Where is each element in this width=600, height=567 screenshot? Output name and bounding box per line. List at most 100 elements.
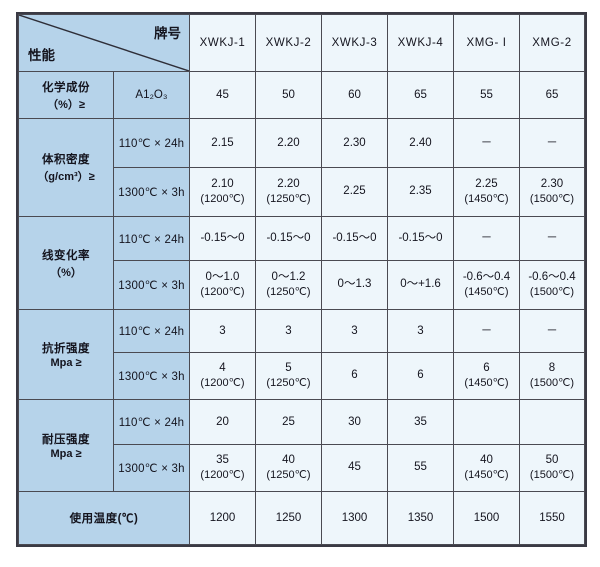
data-temp: (1250℃)	[266, 193, 311, 206]
data-cell: 1200	[189, 491, 256, 545]
group-unit-text: Mpa ≥	[50, 448, 82, 460]
data-cell: 3	[321, 309, 388, 353]
data-value: 5	[285, 361, 292, 374]
data-cell: 2.15	[189, 118, 256, 168]
data-value: 35	[216, 453, 229, 466]
data-temp: (1200℃)	[200, 193, 245, 206]
data-cell: 4 (1200℃)	[189, 352, 256, 400]
row-group-label-flexural-strength: 抗折强度 Mpa ≥	[18, 309, 114, 400]
data-value: 55	[414, 461, 427, 474]
data-cell: 45	[321, 444, 388, 492]
data-value: 40	[282, 453, 295, 466]
data-temp: (1200℃)	[200, 377, 245, 390]
column-header-5: XMG- I	[453, 14, 520, 72]
condition-cell: 110℃ × 24h	[113, 399, 190, 445]
data-cell: 2.30 (1500℃)	[519, 167, 585, 217]
table-row: 抗折强度 Mpa ≥ 110℃ × 24h 3 3 3 3 － －	[18, 309, 585, 400]
table-row: 1300℃ × 3h 4 (1200℃) 5 (1250℃) 6 6 6 (14…	[19, 352, 585, 400]
data-cell: -0.6～0.4 (1450℃)	[453, 260, 520, 310]
data-value: 2.25	[475, 177, 498, 190]
material-spec-table: 牌号 性能 XWKJ-1 XWKJ-2 XWKJ-3 XWKJ-4 XMG- I…	[16, 12, 587, 547]
column-header-1: XWKJ-1	[189, 14, 256, 72]
table-row: 耐压强度 Mpa ≥ 110℃ × 24h 20 25 30 35	[18, 399, 585, 492]
data-cell: 60	[321, 71, 388, 119]
group-unit-text: （%）	[50, 266, 82, 279]
data-temp: (1500℃)	[529, 286, 575, 299]
column-header-6: XMG-2	[519, 14, 585, 72]
data-cell: 35 (1200℃)	[189, 444, 256, 492]
data-cell: 45	[189, 71, 256, 119]
data-temp: (1250℃)	[266, 469, 311, 482]
group-unit-text: Mpa ≥	[50, 357, 82, 369]
data-value: 45	[348, 461, 361, 474]
data-cell: 0～1.2 (1250℃)	[255, 260, 322, 310]
condition-cell: 1300℃ × 3h	[113, 260, 190, 310]
data-temp: (1200℃)	[200, 469, 245, 482]
data-cell: 20	[189, 399, 256, 445]
data-cell: -0.6～0.4 (1500℃)	[519, 260, 585, 310]
data-cell: 25	[255, 399, 322, 445]
data-cell: -0.15～0	[387, 216, 454, 261]
data-temp: (1250℃)	[266, 286, 311, 299]
usage-label-text: 使用温度	[69, 513, 118, 525]
data-cell: 1550	[519, 491, 585, 545]
data-cell: －	[453, 309, 520, 353]
data-value: -0.6～0.4	[528, 270, 576, 283]
condition-cell-al2o3: A1₂O₃	[113, 71, 190, 119]
data-cell: 1250	[255, 491, 322, 545]
data-value: 0～+1.6	[400, 278, 441, 291]
data-value: 50	[545, 453, 559, 466]
data-cell: 6	[387, 352, 454, 400]
data-cell: 50 (1500℃)	[519, 444, 585, 492]
data-temp: (1450℃)	[464, 286, 509, 299]
data-cell: -0.15～0	[189, 216, 256, 261]
data-cell: 65	[387, 71, 454, 119]
data-value: 2.35	[409, 185, 432, 198]
row-group-label-compressive-strength: 耐压强度 Mpa ≥	[18, 399, 114, 492]
condition-cell: 110℃ × 24h	[113, 118, 190, 168]
group-label-text: 耐压强度	[42, 434, 90, 446]
row-group-label-linear-change: 线变化率 （%）	[18, 216, 114, 310]
data-cell: 1350	[387, 491, 454, 545]
data-value: 40	[480, 453, 493, 466]
data-temp: (1450℃)	[464, 377, 509, 390]
data-value: -0.6～0.4	[462, 270, 511, 283]
condition-cell: 1300℃ × 3h	[113, 444, 190, 492]
data-value: 2.30	[540, 177, 564, 190]
data-cell: 2.35	[387, 167, 454, 217]
table-row: 线变化率 （%） 110℃ × 24h -0.15～0 -0.15～0 -0.1…	[18, 216, 585, 310]
diagonal-divider-icon	[19, 15, 189, 71]
table-row: 1300℃ × 3h 35 (1200℃) 40 (1250℃) 45 55 4…	[19, 444, 585, 492]
data-cell: －	[519, 118, 585, 168]
data-value: 4	[219, 361, 226, 374]
data-cell: 2.30	[321, 118, 388, 168]
data-value: 6	[483, 361, 490, 374]
table-header-row: 牌号 性能 XWKJ-1 XWKJ-2 XWKJ-3 XWKJ-4 XMG- I…	[18, 14, 585, 72]
data-cell: 0～1.0 (1200℃)	[189, 260, 256, 310]
data-cell: 2.40	[387, 118, 454, 168]
data-cell: 2.25 (1450℃)	[453, 167, 520, 217]
data-temp: (1500℃)	[529, 377, 575, 390]
data-temp: (1450℃)	[464, 469, 509, 482]
data-value: 2.20	[277, 177, 300, 190]
condition-cell: 110℃ × 24h	[113, 309, 190, 353]
data-temp: (1500℃)	[529, 469, 575, 482]
data-cell	[519, 399, 585, 445]
data-cell: 3	[189, 309, 256, 353]
data-cell: -0.15～0	[321, 216, 388, 261]
corner-grade-label: 牌号	[154, 26, 181, 41]
data-value: 0～1.3	[337, 278, 372, 291]
data-cell: 40 (1450℃)	[453, 444, 520, 492]
data-value: 2.25	[343, 185, 366, 198]
data-temp: (1450℃)	[464, 193, 509, 206]
table-row: 化学成份 （%）≥ A1₂O₃ 45 50 60 65 55 65	[18, 71, 585, 119]
data-cell: 50	[255, 71, 322, 119]
data-value: 8	[548, 361, 556, 374]
data-cell: 3	[255, 309, 322, 353]
data-cell: 6	[321, 352, 388, 400]
column-header-4: XWKJ-4	[387, 14, 454, 72]
data-cell: 1500	[453, 491, 520, 545]
condition-cell: 110℃ × 24h	[113, 216, 190, 261]
data-value: 2.10	[211, 177, 234, 190]
data-cell: 0～1.3	[321, 260, 388, 310]
